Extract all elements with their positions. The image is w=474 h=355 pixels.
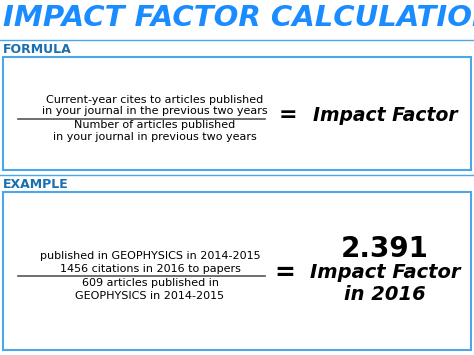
Text: Impact Factor: Impact Factor (313, 106, 457, 125)
Text: EXAMPLE: EXAMPLE (3, 178, 69, 191)
Text: =: = (274, 261, 295, 285)
Text: =: = (279, 105, 297, 126)
Text: Current-year cites to articles published
in your journal in the previous two yea: Current-year cites to articles published… (42, 95, 268, 116)
Text: GEOPHYSICS in 2014-2015: GEOPHYSICS in 2014-2015 (75, 291, 225, 301)
Text: in 2016: in 2016 (344, 285, 426, 305)
Text: FORMULA: FORMULA (3, 43, 72, 56)
Text: 2.391: 2.391 (341, 235, 429, 263)
Text: Impact Factor: Impact Factor (310, 263, 460, 283)
Bar (3, 57, 471, 170)
Text: 609 articles published in: 609 articles published in (82, 278, 219, 288)
Text: IMPACT FACTOR CALCULATION: IMPACT FACTOR CALCULATION (3, 4, 474, 32)
Text: Number of articles published
in your journal in previous two years: Number of articles published in your jou… (53, 120, 257, 142)
Text: 1456 citations in 2016 to papers: 1456 citations in 2016 to papers (60, 264, 240, 274)
Bar (3, 192, 471, 350)
Text: published in GEOPHYSICS in 2014-2015: published in GEOPHYSICS in 2014-2015 (40, 251, 260, 261)
